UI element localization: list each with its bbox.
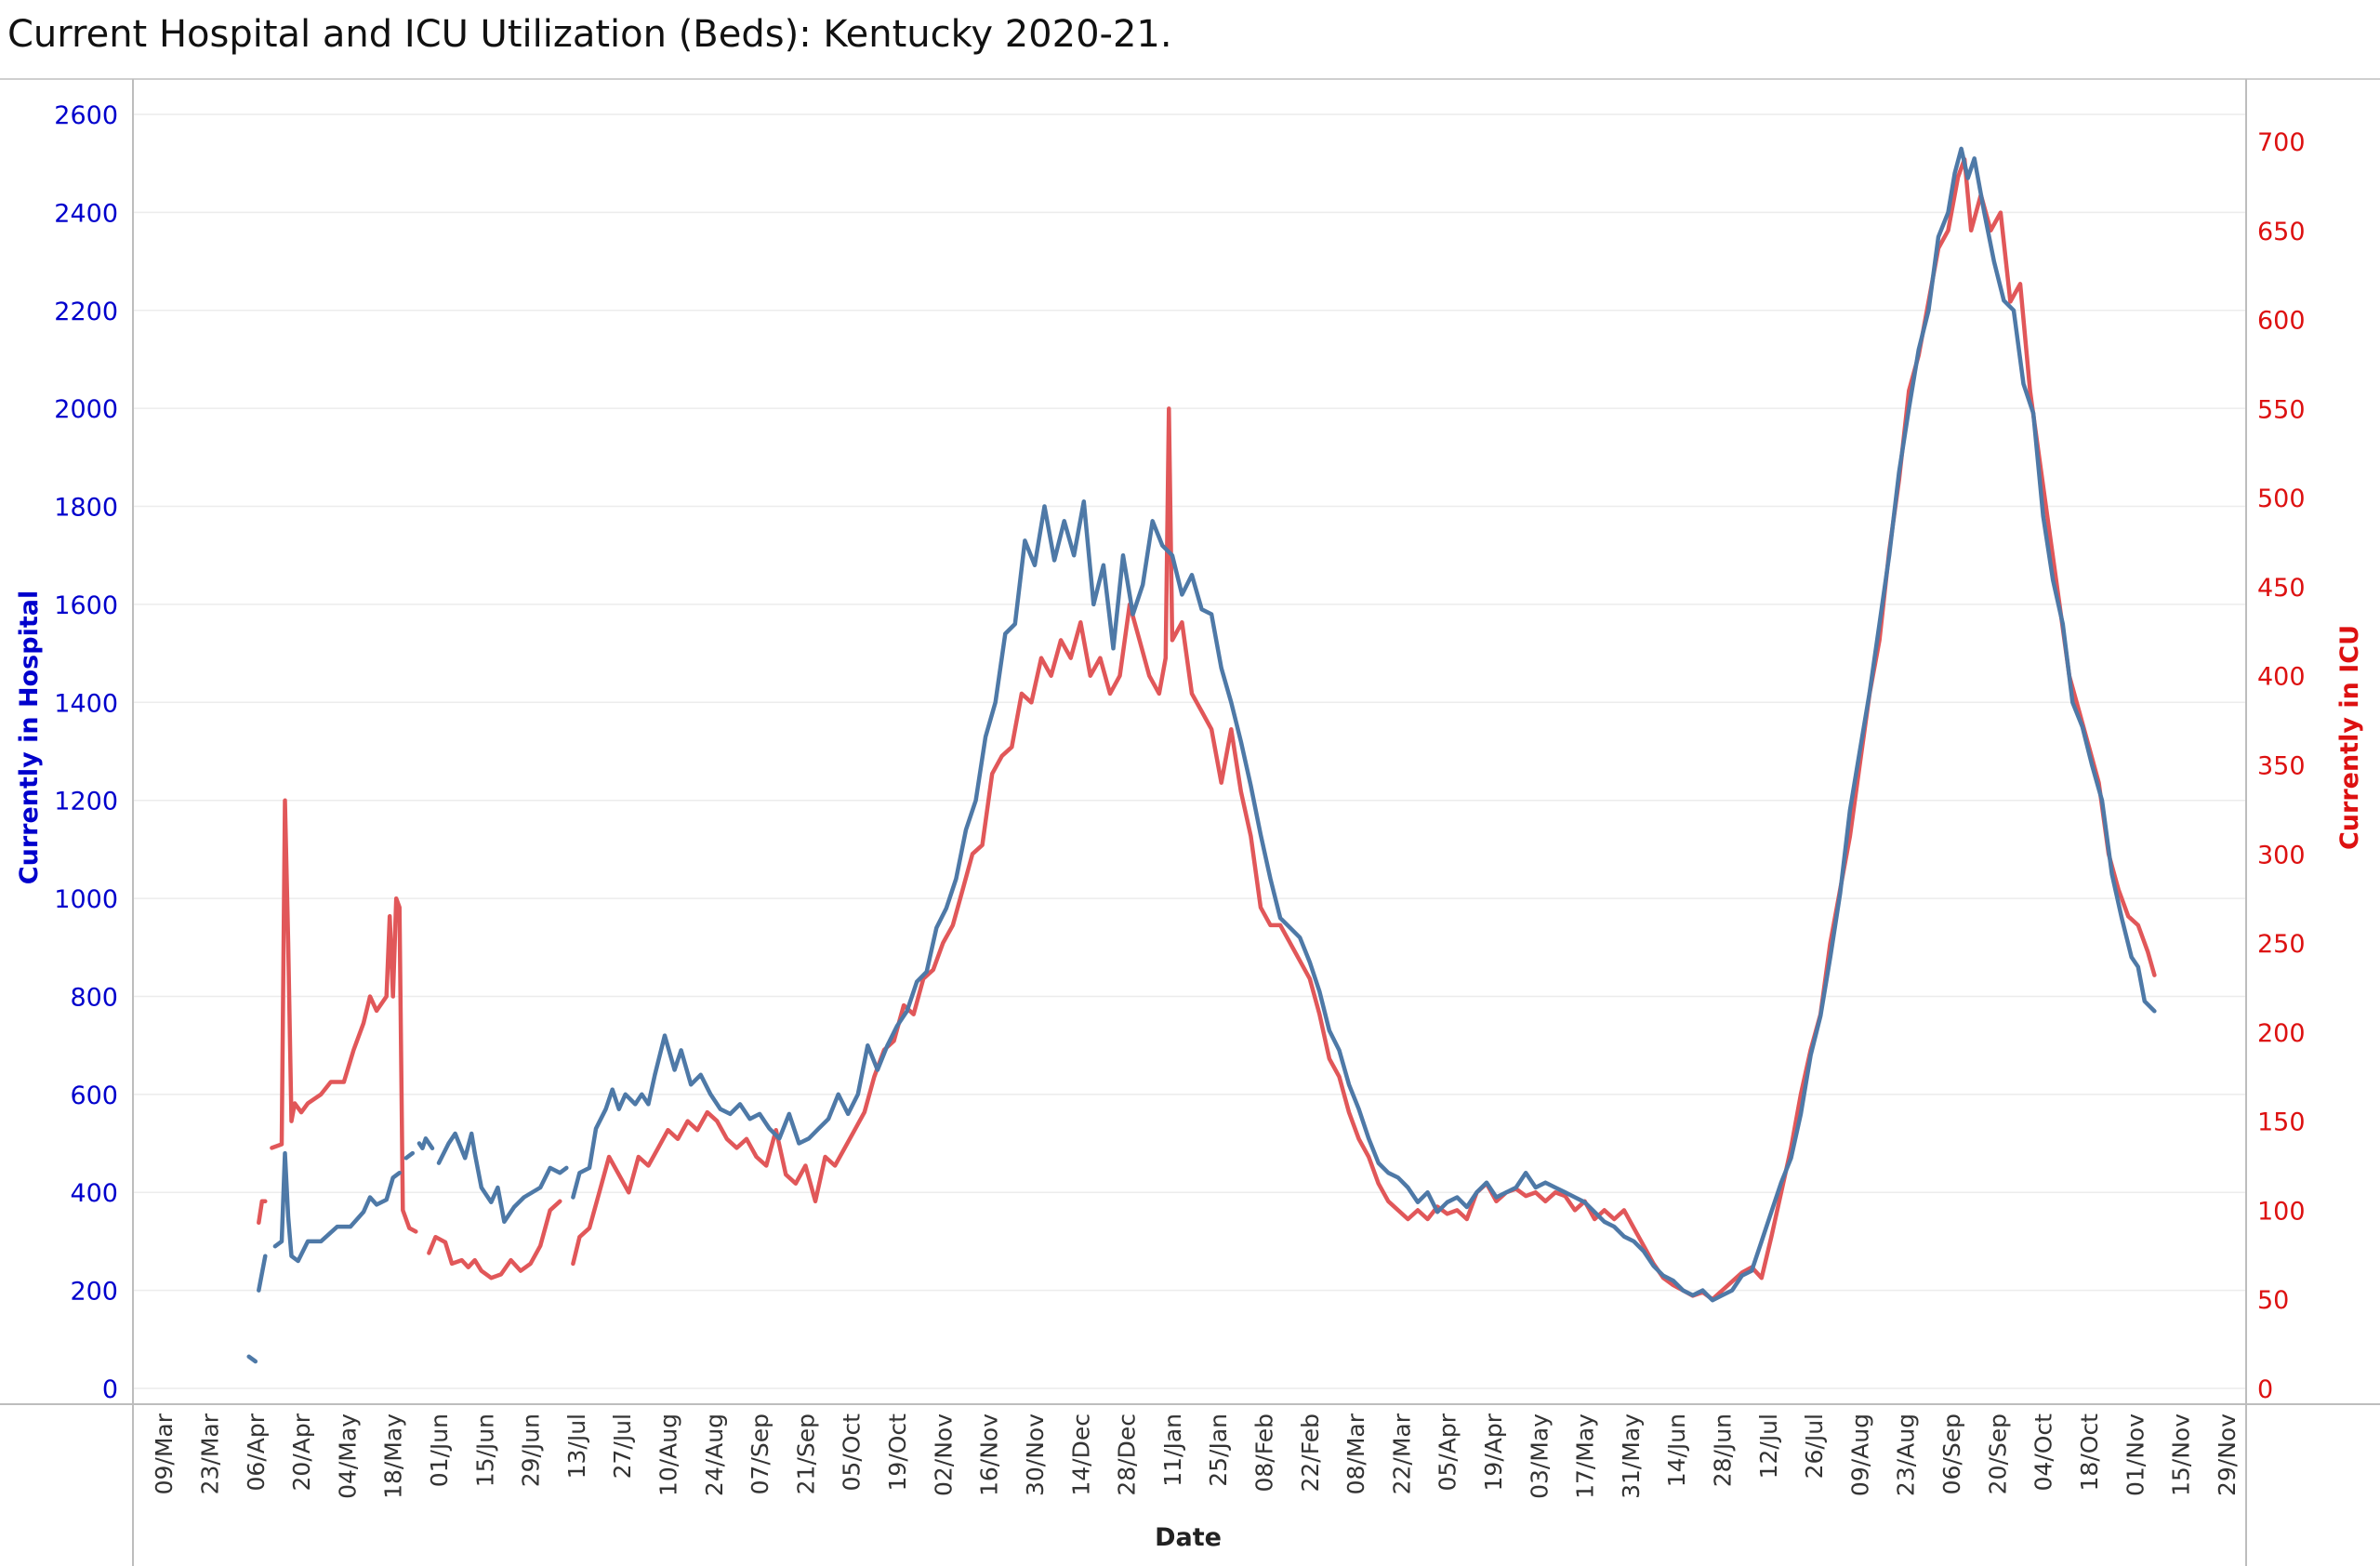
right-tick-label: 250	[2257, 930, 2306, 959]
x-tick-label: 19/Oct	[884, 1413, 911, 1492]
right-tick-label: 400	[2257, 663, 2306, 692]
x-tick-label: 16/Nov	[976, 1413, 1003, 1496]
left-tick-label: 400	[70, 1179, 118, 1208]
hospital-series-line	[571, 146, 2157, 1303]
x-tick-label: 11/Jan	[1159, 1413, 1186, 1487]
x-tick-label: 21/Sep	[792, 1413, 819, 1494]
left-tick-label: 1600	[54, 591, 118, 620]
x-tick-label: 13/Jul	[563, 1413, 590, 1479]
x-tick-label: 07/Sep	[747, 1413, 774, 1494]
hospital-series-line	[416, 1136, 435, 1151]
x-tick-label: 28/Jun	[1710, 1413, 1737, 1487]
x-tick-label: 17/May	[1572, 1413, 1599, 1499]
chart-frame	[0, 78, 2380, 1566]
x-tick-label: 06/Apr	[243, 1413, 270, 1491]
right-tick-label: 600	[2257, 307, 2306, 336]
x-tick-label: 18/Oct	[2076, 1413, 2103, 1492]
x-tick-label: 12/Jul	[1755, 1413, 1782, 1479]
x-tick-label: 30/Nov	[1022, 1413, 1049, 1496]
left-tick-label: 2400	[54, 199, 118, 228]
hospital-series-line	[436, 1131, 569, 1225]
icu-series-line	[427, 1199, 562, 1281]
left-tick-label: 2600	[54, 101, 118, 130]
left-axis-title: Currently in Hospital	[15, 591, 44, 884]
x-axis-ticks: 09/Mar 23/Mar 06/Apr 20/Apr 04/May 18/May 01/J…	[151, 1413, 2241, 1499]
x-tick-label: 08/Feb	[1250, 1413, 1277, 1493]
right-tick-label: 500	[2257, 484, 2306, 513]
icu-series-line	[257, 1199, 268, 1226]
hospital-series-line	[246, 1354, 258, 1364]
x-tick-label: 23/Aug	[1893, 1413, 1920, 1496]
x-tick-label: 01/Jun	[426, 1413, 453, 1487]
left-tick-label: 2200	[54, 298, 118, 326]
hospital-series-line	[272, 1150, 402, 1264]
right-axis-ticks: 0 50 100 150 200 250 300 350 400 450 500 550 600 650 7…	[2257, 128, 2306, 1404]
x-tick-label: 04/May	[334, 1413, 361, 1499]
hospital-series-line	[403, 1150, 416, 1161]
left-tick-label: 1200	[54, 788, 118, 816]
x-tick-label: 03/May	[1526, 1413, 1553, 1499]
x-tick-label: 14/Jun	[1663, 1413, 1690, 1487]
right-tick-label: 650	[2257, 218, 2306, 246]
right-tick-label: 200	[2257, 1019, 2306, 1048]
x-tick-label: 05/Apr	[1435, 1413, 1461, 1491]
x-tick-label: 20/Apr	[288, 1413, 315, 1491]
left-tick-label: 1400	[54, 689, 118, 718]
right-axis-title: Currently in ICU	[2335, 625, 2364, 850]
icu-series-line	[270, 798, 418, 1234]
x-tick-label: 22/Feb	[1297, 1413, 1324, 1493]
x-tick-label: 04/Oct	[2030, 1413, 2057, 1492]
x-tick-label: 15/Jun	[471, 1413, 498, 1487]
x-tick-label: 29/Jun	[518, 1413, 545, 1487]
x-tick-label: 09/Aug	[1846, 1413, 1873, 1496]
x-tick-label: 25/Jan	[1205, 1413, 1232, 1487]
x-tick-label: 18/May	[380, 1413, 407, 1499]
x-tick-label: 28/Dec	[1114, 1413, 1141, 1496]
right-tick-label: 450	[2257, 574, 2306, 603]
x-tick-label: 01/Nov	[2122, 1413, 2149, 1496]
right-tick-label: 0	[2257, 1375, 2273, 1404]
x-axis-title: Date	[1155, 1523, 1222, 1552]
x-tick-label: 20/Sep	[1984, 1413, 2011, 1494]
hospital-series-line	[257, 1254, 268, 1293]
left-tick-label: 200	[70, 1278, 118, 1307]
x-tick-label: 08/Mar	[1342, 1413, 1369, 1494]
left-tick-label: 600	[70, 1082, 118, 1110]
x-tick-label: 10/Aug	[655, 1413, 682, 1496]
x-tick-label: 31/May	[1618, 1413, 1645, 1499]
x-tick-label: 02/Nov	[930, 1413, 957, 1496]
x-tick-label: 05/Oct	[839, 1413, 866, 1492]
x-tick-label: 14/Dec	[1067, 1413, 1094, 1496]
series-lines	[246, 146, 2157, 1364]
left-axis-ticks: 0 200 400 600 800 1000 1200 1400 1600 1800 2000 220…	[54, 101, 118, 1404]
x-tick-label: 15/Nov	[2168, 1413, 2195, 1496]
left-tick-label: 2000	[54, 395, 118, 424]
right-tick-label: 100	[2257, 1197, 2306, 1226]
x-tick-label: 29/Nov	[2214, 1413, 2241, 1496]
x-tick-label: 06/Sep	[1938, 1413, 1965, 1494]
right-tick-label: 50	[2257, 1286, 2289, 1315]
x-tick-label: 24/Aug	[701, 1413, 728, 1496]
x-tick-label: 26/Jul	[1801, 1413, 1828, 1479]
x-tick-label: 27/Jul	[609, 1413, 636, 1479]
right-tick-label: 350	[2257, 752, 2306, 781]
right-tick-label: 150	[2257, 1108, 2306, 1137]
right-tick-label: 550	[2257, 395, 2306, 424]
left-tick-label: 1800	[54, 494, 118, 523]
left-tick-label: 0	[102, 1375, 118, 1404]
chart-title: Current Hospital and ICU Utilization (Be…	[7, 13, 1172, 56]
x-tick-label: 23/Mar	[196, 1413, 223, 1494]
left-tick-label: 1000	[54, 885, 118, 914]
right-tick-label: 700	[2257, 128, 2306, 157]
left-tick-label: 800	[70, 983, 118, 1012]
x-tick-label: 22/Mar	[1388, 1413, 1415, 1494]
x-tick-label: 19/Apr	[1480, 1413, 1507, 1491]
x-tick-label: 09/Mar	[151, 1413, 178, 1494]
right-tick-label: 300	[2257, 841, 2306, 869]
